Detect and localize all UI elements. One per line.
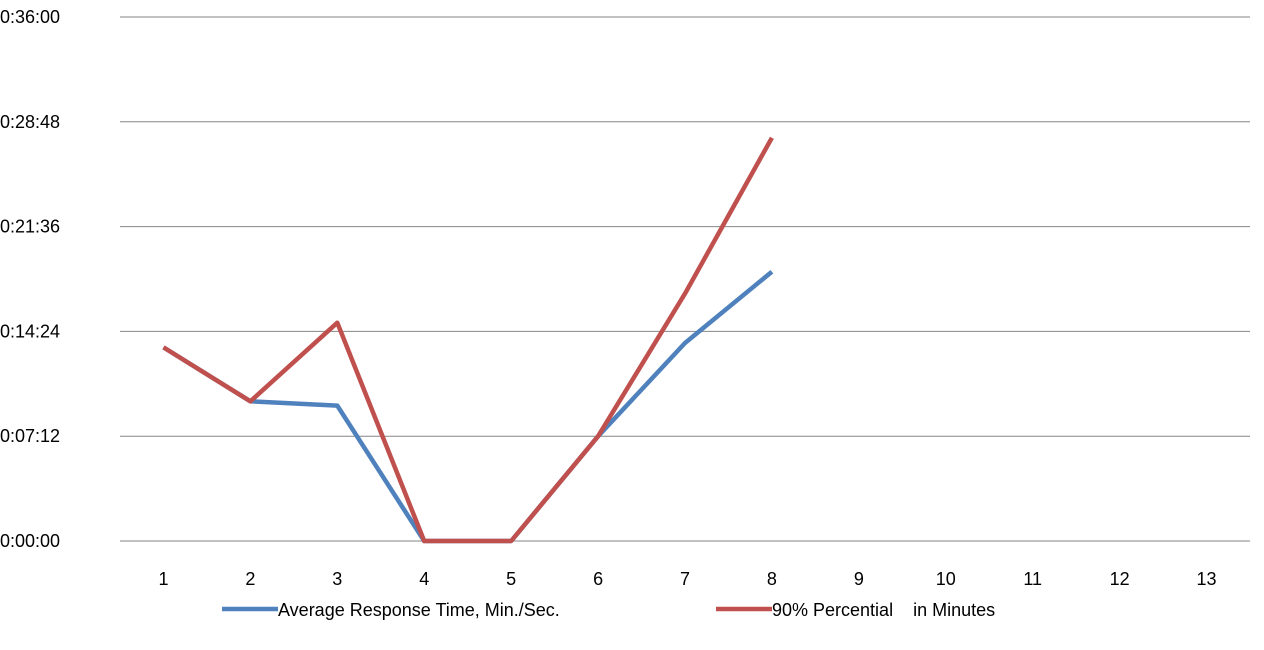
y-tick-label: 0:07:12	[0, 426, 60, 446]
x-tick-label: 6	[593, 569, 603, 589]
y-tick-label: 0:00:00	[0, 531, 60, 551]
x-tick-label: 12	[1110, 569, 1130, 589]
x-tick-label: 9	[854, 569, 864, 589]
series-line-2	[162, 136, 774, 544]
x-tick-label: 5	[506, 569, 516, 589]
y-tick-label: 0:14:24	[0, 321, 60, 341]
y-tick-label: 0:28:48	[0, 112, 60, 132]
x-tick-label: 2	[245, 569, 255, 589]
x-tick-label: 10	[936, 569, 956, 589]
x-tick-label: 3	[332, 569, 342, 589]
series-line-1	[162, 269, 774, 544]
y-tick-label: 0:21:36	[0, 217, 60, 237]
legend-label: Average Response Time, Min./Sec.	[278, 600, 560, 620]
gridlines	[120, 16, 1250, 542]
y-tick-label: 0:36:00	[0, 7, 60, 27]
legend-label: 90% Percential in Minutes	[772, 600, 995, 620]
x-tick-label: 7	[680, 569, 690, 589]
y-axis-tick-labels: 0:00:00 0:07:12 0:14:24 0:21:36 0:28:48 0:36:…	[0, 7, 60, 551]
legend: Average Response Time, Min./Sec. 90% Perc…	[222, 600, 995, 620]
x-tick-label: 1	[158, 569, 168, 589]
x-tick-label: 8	[767, 569, 777, 589]
x-axis-tick-labels: 1 2 3 4 5 6 7 8 9 10 11 12 13	[158, 569, 1216, 589]
x-tick-label: 13	[1197, 569, 1217, 589]
series-lines	[162, 136, 774, 544]
x-tick-label: 4	[419, 569, 429, 589]
x-tick-label: 11	[1023, 569, 1042, 589]
